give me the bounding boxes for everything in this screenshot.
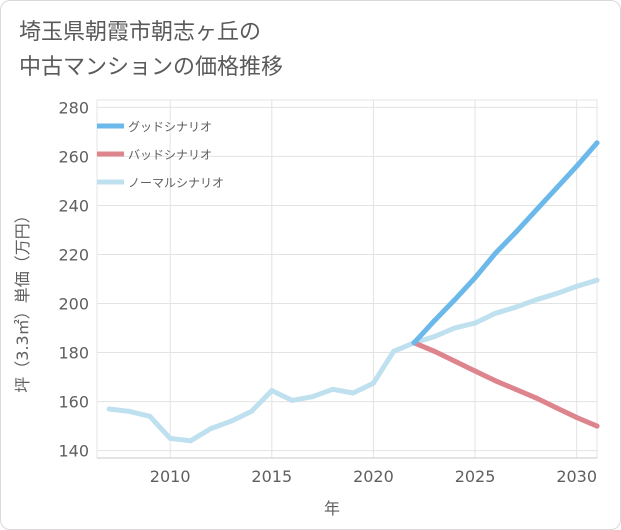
data-point-2-6 [228, 418, 234, 424]
data-point-0-9 [594, 140, 600, 146]
data-point-2-7 [248, 408, 254, 414]
data-point-0-5 [513, 229, 519, 235]
data-point-2-0 [106, 406, 112, 412]
data-point-0-4 [492, 250, 498, 256]
data-point-2-5 [208, 426, 214, 432]
data-point-0-7 [553, 185, 559, 191]
data-point-0-2 [452, 297, 458, 303]
data-point-1-7 [553, 405, 559, 411]
x-tick-label: 2025 [455, 467, 496, 486]
y-tick-label: 260 [58, 147, 89, 166]
data-point-1-1 [431, 348, 437, 354]
series-line-2 [106, 277, 600, 444]
data-point-2-9 [289, 397, 295, 403]
y-tick-label: 140 [58, 442, 89, 461]
data-point-2-18 [472, 320, 478, 326]
series-layer [106, 140, 600, 444]
data-point-2-13 [370, 380, 376, 386]
y-tick-label: 280 [58, 98, 89, 117]
data-point-1-2 [452, 358, 458, 364]
y-tick-label: 220 [58, 245, 89, 264]
data-point-2-23 [574, 283, 580, 289]
data-point-2-4 [187, 438, 193, 444]
data-point-1-3 [472, 368, 478, 374]
legend-label-2: ノーマルシナリオ [128, 176, 224, 190]
x-tick-label: 2020 [353, 467, 394, 486]
grid-lines [96, 99, 598, 459]
x-tick-label: 2015 [251, 467, 292, 486]
data-point-2-11 [330, 386, 336, 392]
data-point-2-10 [309, 394, 315, 400]
y-tick-label: 200 [58, 295, 89, 314]
data-point-2-21 [533, 297, 539, 303]
data-point-2-3 [167, 435, 173, 441]
data-point-1-8 [574, 415, 580, 421]
series-line-1 [411, 340, 600, 429]
data-point-2-24 [594, 277, 600, 283]
data-point-0-8 [574, 163, 580, 169]
data-point-2-14 [391, 348, 397, 354]
data-point-0-6 [533, 207, 539, 213]
y-tick-label: 160 [58, 393, 89, 412]
data-point-1-4 [492, 378, 498, 384]
x-tick-label: 2030 [556, 467, 597, 486]
data-point-2-22 [553, 291, 559, 297]
data-point-2-17 [452, 325, 458, 331]
y-tick-label: 240 [58, 196, 89, 215]
data-point-2-8 [269, 388, 275, 394]
data-point-0-0 [411, 340, 417, 346]
data-point-1-6 [533, 395, 539, 401]
data-point-1-5 [513, 386, 519, 392]
data-point-2-2 [147, 413, 153, 419]
chart-title-line-1: 埼玉県朝霞市朝志ヶ丘の [19, 20, 262, 45]
data-point-1-9 [594, 423, 600, 429]
data-point-2-20 [513, 304, 519, 310]
series-line-0 [411, 140, 600, 346]
data-point-0-3 [472, 275, 478, 281]
legend-label-0: グッドシナリオ [128, 120, 212, 134]
data-point-2-12 [350, 390, 356, 396]
data-point-2-19 [492, 310, 498, 316]
axes: 140 160 180 200 220 240 260 280 2010 2015 2020 2025… [58, 98, 597, 486]
x-axis-title: 年 [324, 499, 340, 518]
chart-title: 埼玉県朝霞市朝志ヶ丘の 中古マンションの価格推移 [19, 15, 579, 85]
data-point-2-16 [431, 334, 437, 340]
data-point-0-1 [431, 318, 437, 324]
data-point-2-1 [127, 408, 133, 414]
legend-label-1: バッドシナリオ [128, 148, 212, 162]
chart-title-line-2: 中古マンションの価格推移 [19, 55, 284, 80]
y-axis-title: 坪（3.3㎡）単価（万円） [13, 207, 32, 392]
x-tick-label: 2010 [150, 467, 191, 486]
y-tick-label: 180 [58, 344, 89, 363]
